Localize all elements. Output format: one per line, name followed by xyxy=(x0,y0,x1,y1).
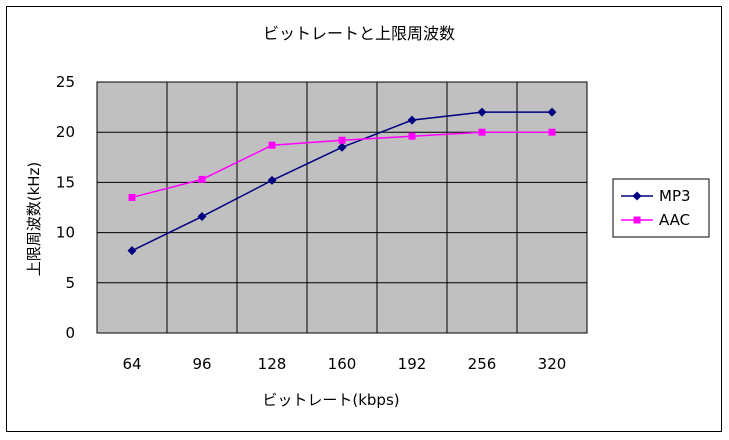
legend-marker xyxy=(632,191,642,201)
y-tick-label: 10 xyxy=(56,224,75,242)
x-axis-title: ビットレート(kbps) xyxy=(262,391,399,409)
y-tick-label: 5 xyxy=(65,274,75,292)
data-point-aac xyxy=(548,128,556,136)
x-tick-label: 256 xyxy=(468,355,497,373)
x-tick-label: 160 xyxy=(328,355,357,373)
data-point-aac xyxy=(268,141,276,149)
x-tick-label: 128 xyxy=(258,355,287,373)
y-axis-title: 上限周波数(kHz) xyxy=(25,162,43,277)
x-tick-label: 64 xyxy=(122,355,141,373)
x-tick-label: 192 xyxy=(398,355,427,373)
legend-label: AAC xyxy=(659,211,690,229)
y-tick-label: 20 xyxy=(56,123,75,141)
data-point-aac xyxy=(198,175,206,183)
y-tick-label: 25 xyxy=(56,73,75,91)
y-tick-label: 15 xyxy=(56,173,75,191)
legend-box xyxy=(612,178,710,238)
data-point-mp3 xyxy=(197,212,207,222)
legend-marker xyxy=(633,216,641,224)
data-point-aac xyxy=(338,136,346,144)
data-point-aac xyxy=(128,193,136,201)
chart-frame: ビットレートと上限周波数 0 5 10 15 20 25 64 96 128 160 192 256 3… xyxy=(6,6,722,432)
plot-area: 0 5 10 15 20 25 64 96 128 160 192 256 320 xyxy=(56,73,588,373)
legend-label: MP3 xyxy=(659,187,691,205)
data-point-mp3 xyxy=(267,175,277,185)
data-point-mp3 xyxy=(337,142,347,152)
data-point-aac xyxy=(408,132,416,140)
data-point-mp3 xyxy=(477,107,487,117)
data-point-aac xyxy=(478,128,486,136)
chart-title: ビットレートと上限周波数 xyxy=(263,24,455,43)
plot-background xyxy=(96,81,588,334)
line-chart: ビットレートと上限周波数 0 5 10 15 20 25 64 96 128 160 192 256 3… xyxy=(25,24,710,409)
data-point-mp3 xyxy=(127,246,137,256)
x-tick-label: 96 xyxy=(192,355,211,373)
legend: MP3 AAC xyxy=(612,178,710,238)
y-tick-label: 0 xyxy=(65,324,75,342)
data-point-mp3 xyxy=(547,107,557,117)
data-point-mp3 xyxy=(407,115,417,125)
x-tick-label: 320 xyxy=(538,355,567,373)
